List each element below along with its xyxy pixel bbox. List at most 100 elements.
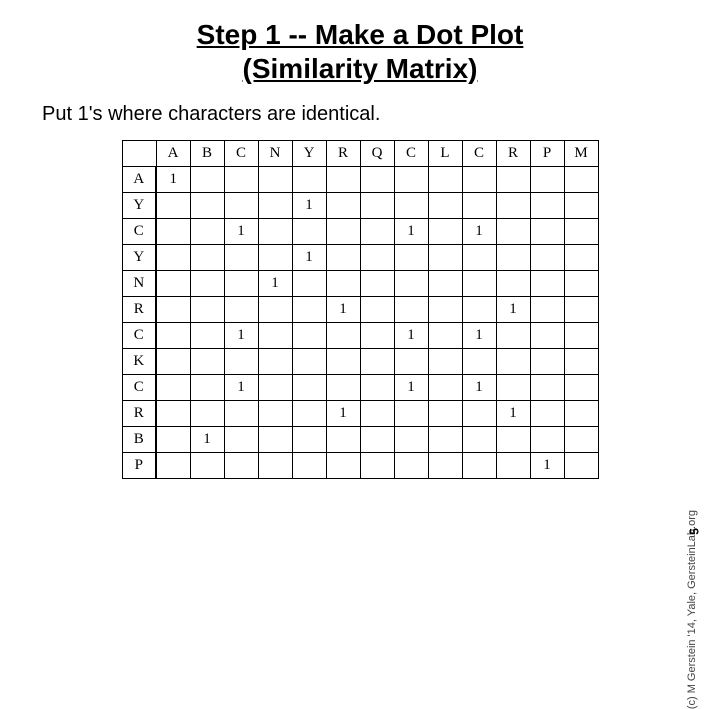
table-cell — [224, 427, 258, 453]
table-cell — [326, 219, 360, 245]
table-cell — [326, 375, 360, 401]
table-cell — [360, 245, 394, 271]
table-cell: 1 — [224, 219, 258, 245]
table-cell — [496, 193, 530, 219]
table-corner — [122, 141, 156, 167]
table-cell — [564, 245, 598, 271]
col-header: R — [496, 141, 530, 167]
table-cell — [156, 401, 190, 427]
table-cell — [190, 453, 224, 479]
table-cell — [428, 427, 462, 453]
table-cell — [156, 453, 190, 479]
table-cell — [156, 193, 190, 219]
table-cell — [258, 323, 292, 349]
table-cell — [258, 219, 292, 245]
table-cell — [428, 167, 462, 193]
col-header: R — [326, 141, 360, 167]
row-header: P — [122, 453, 156, 479]
table-cell — [496, 167, 530, 193]
dotplot-wrap: ABCNYRQCLCRPMA1Y1C111Y1N1R11C111KC111R11… — [0, 140, 720, 479]
table-cell — [564, 297, 598, 323]
title-line-1: Step 1 -- Make a Dot Plot — [0, 18, 720, 52]
table-cell — [292, 323, 326, 349]
table-cell — [394, 297, 428, 323]
table-cell — [564, 167, 598, 193]
table-cell — [326, 245, 360, 271]
table-cell — [564, 401, 598, 427]
table-cell — [156, 219, 190, 245]
table-cell — [428, 297, 462, 323]
table-cell: 1 — [394, 219, 428, 245]
table-cell — [258, 245, 292, 271]
table-cell: 1 — [530, 453, 564, 479]
table-cell — [394, 193, 428, 219]
row-header: Y — [122, 193, 156, 219]
table-cell — [326, 193, 360, 219]
table-cell — [530, 349, 564, 375]
table-cell — [496, 219, 530, 245]
table-cell — [224, 297, 258, 323]
row-header: N — [122, 271, 156, 297]
table-cell — [530, 323, 564, 349]
table-cell — [292, 401, 326, 427]
col-header: Y — [292, 141, 326, 167]
table-cell: 1 — [496, 297, 530, 323]
col-header: P — [530, 141, 564, 167]
table-cell — [156, 375, 190, 401]
table-cell — [530, 297, 564, 323]
table-cell — [394, 453, 428, 479]
table-cell — [292, 167, 326, 193]
table-cell — [462, 401, 496, 427]
table-cell — [326, 427, 360, 453]
table-cell — [190, 271, 224, 297]
table-cell — [428, 219, 462, 245]
table-cell — [530, 427, 564, 453]
table-cell — [428, 271, 462, 297]
table-cell — [462, 245, 496, 271]
table-cell — [360, 271, 394, 297]
table-cell — [428, 245, 462, 271]
table-cell — [428, 323, 462, 349]
table-cell — [428, 193, 462, 219]
table-cell — [530, 193, 564, 219]
table-cell — [394, 271, 428, 297]
table-cell — [564, 193, 598, 219]
table-cell — [530, 401, 564, 427]
table-cell: 1 — [326, 297, 360, 323]
table-cell — [394, 245, 428, 271]
table-cell — [530, 375, 564, 401]
table-cell — [394, 349, 428, 375]
table-cell — [462, 167, 496, 193]
dotplot-table: ABCNYRQCLCRPMA1Y1C111Y1N1R11C111KC111R11… — [122, 140, 599, 479]
table-cell — [428, 375, 462, 401]
table-cell — [530, 167, 564, 193]
table-cell — [530, 245, 564, 271]
table-cell — [530, 271, 564, 297]
table-cell: 1 — [224, 323, 258, 349]
table-cell — [224, 245, 258, 271]
table-cell — [224, 193, 258, 219]
table-cell: 1 — [394, 375, 428, 401]
col-header: N — [258, 141, 292, 167]
table-cell — [292, 297, 326, 323]
table-cell — [360, 401, 394, 427]
table-cell — [462, 453, 496, 479]
table-cell: 1 — [190, 427, 224, 453]
table-cell — [564, 323, 598, 349]
table-cell — [496, 375, 530, 401]
table-cell — [190, 245, 224, 271]
table-cell — [496, 245, 530, 271]
table-cell — [292, 219, 326, 245]
table-cell — [326, 349, 360, 375]
table-cell — [462, 349, 496, 375]
row-header: R — [122, 297, 156, 323]
table-cell — [360, 323, 394, 349]
table-cell — [496, 323, 530, 349]
table-cell — [428, 453, 462, 479]
table-cell — [564, 427, 598, 453]
row-header: K — [122, 349, 156, 375]
table-cell: 1 — [326, 401, 360, 427]
table-cell — [428, 349, 462, 375]
table-cell — [190, 193, 224, 219]
table-cell — [292, 375, 326, 401]
